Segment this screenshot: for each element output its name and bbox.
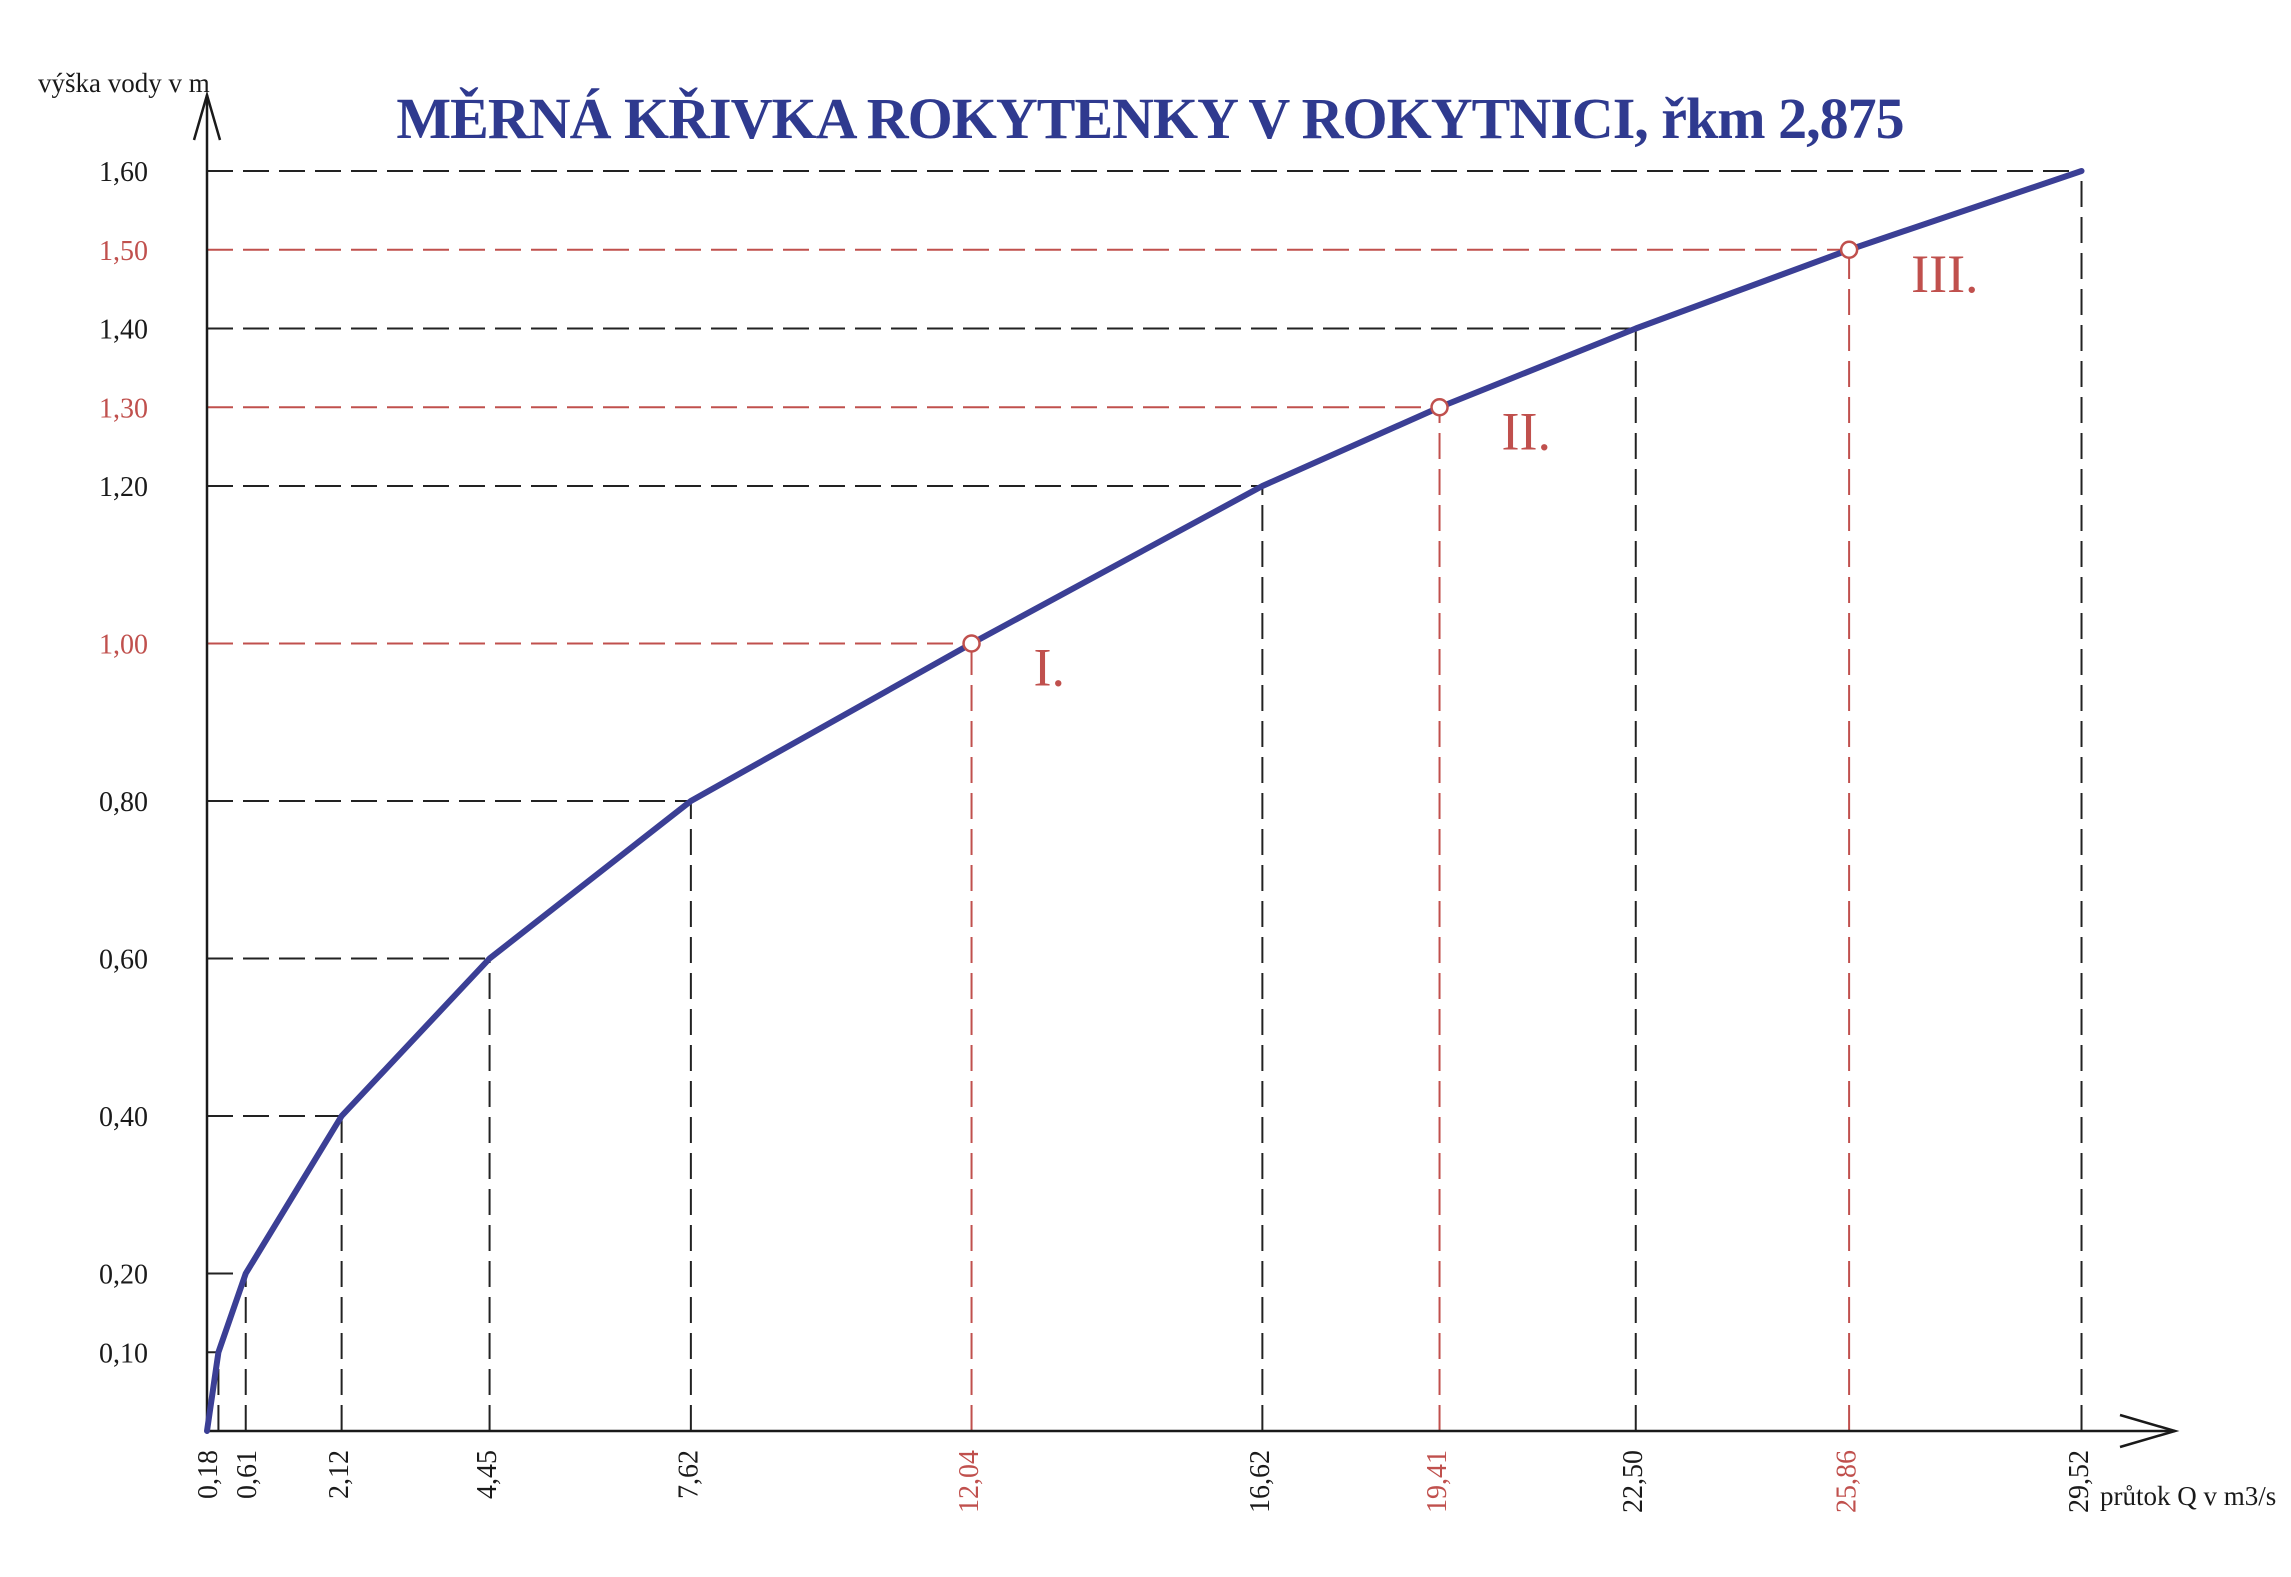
x-tick-label: 2,12: [324, 1450, 355, 1499]
x-tick-label: 12,04: [954, 1450, 985, 1513]
x-tick-label: 16,62: [1245, 1450, 1276, 1513]
x-tick-label: 0,61: [232, 1450, 263, 1499]
measurement-point-label: I.: [1034, 638, 1065, 698]
y-tick-label: 1,30: [99, 393, 148, 424]
x-tick-label: 25,86: [1832, 1450, 1863, 1513]
measurement-point-label: II.: [1502, 401, 1551, 461]
y-tick-label: 0,20: [99, 1260, 148, 1291]
tick-labels: 0,10 0,20 0,40 0,60 0,80 1,00 1,20 1,30 1,40 1,50…: [99, 157, 2095, 1513]
y-tick-label: 1,60: [99, 157, 148, 188]
y-tick-label: 0,10: [99, 1338, 148, 1369]
y-tick-label: 0,60: [99, 945, 148, 976]
y-axis-arrow: [192, 90, 222, 141]
y-axis-label: výška vody v m: [38, 68, 210, 98]
x-tick-label: 4,45: [472, 1450, 503, 1499]
x-tick-label: 7,62: [673, 1450, 704, 1499]
y-tick-label: 1,20: [99, 472, 148, 503]
y-tick-label: 0,80: [99, 787, 148, 818]
axes: [192, 90, 2180, 1449]
measurement-point-label: III.: [1911, 244, 1978, 304]
x-tick-label: 22,50: [1618, 1450, 1649, 1513]
annotations: I. II. III.: [962, 240, 1979, 698]
x-tick-label: 0,18: [193, 1450, 224, 1499]
rating-curve-line: [204, 168, 2085, 1434]
measurement-point-marker: [1839, 240, 1859, 259]
y-tick-label: 1,50: [99, 236, 148, 267]
y-tick-label: 1,40: [99, 315, 148, 346]
x-axis-arrow: [2119, 1413, 2180, 1449]
measurement-point-marker: [1430, 398, 1449, 417]
x-tick-label: 29,52: [2064, 1450, 2095, 1513]
x-axis-label: průtok Q v m3/s: [2100, 1481, 2276, 1511]
x-tick-label: 19,41: [1422, 1450, 1453, 1513]
measurement-point-marker: [962, 634, 981, 653]
chart-title: MĚRNÁ KŘIVKA ROKYTENKY V ROKYTNICI, řkm …: [396, 86, 1903, 151]
y-tick-label: 1,00: [99, 630, 148, 661]
guide-lines: [207, 170, 2083, 1431]
y-tick-label: 0,40: [99, 1102, 148, 1133]
series-curve: [204, 168, 2085, 1434]
